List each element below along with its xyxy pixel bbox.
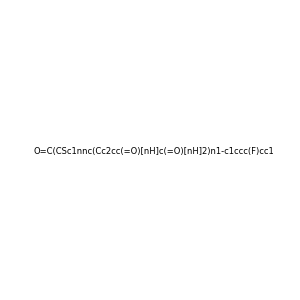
Text: O=C(CSc1nnc(Cc2cc(=O)[nH]c(=O)[nH]2)n1-c1ccc(F)cc1: O=C(CSc1nnc(Cc2cc(=O)[nH]c(=O)[nH]2)n1-c… [33,147,274,156]
